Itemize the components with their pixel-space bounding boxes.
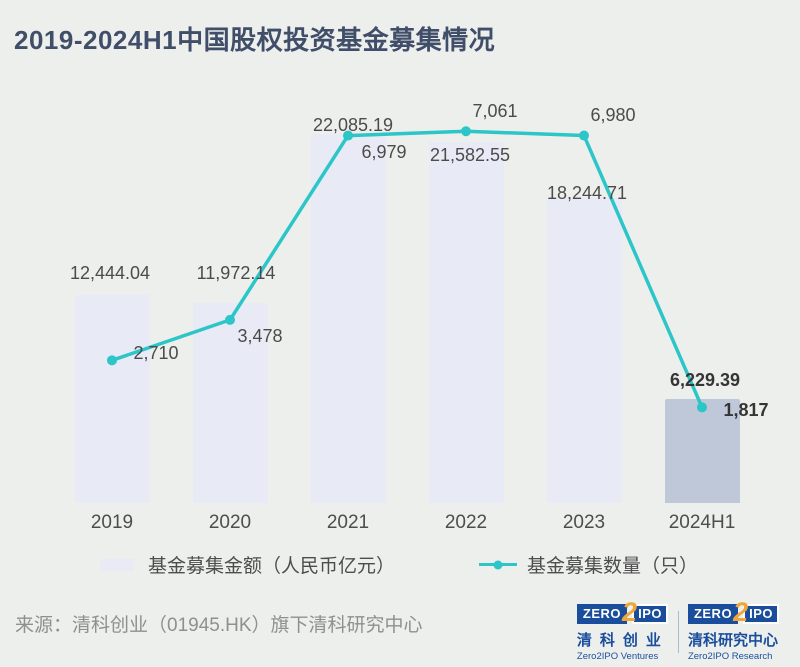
x-tick-2022: 2022 (444, 512, 488, 533)
logo-zero-box: ZERO (576, 604, 628, 624)
bar-2023 (546, 197, 622, 503)
bar-2024H1 (664, 398, 740, 503)
bar-label-2019: 12,444.04 (69, 263, 151, 283)
legend-label-amount: 基金募集金额（人民币亿元） (148, 556, 396, 577)
chart-title: 2019-2024H1中国股权投资基金募集情况 (14, 25, 496, 55)
source-attribution: 来源：清科创业（01945.HK）旗下清科研究中心 (15, 615, 423, 636)
logo-cn-name: 清科研究中心 (687, 632, 778, 649)
logo-en-name: Zero2IPO Research (687, 651, 773, 662)
line-point-2023 (579, 130, 589, 141)
logo-ipo-box: IPO (632, 604, 668, 624)
line-label-2020: 3,478 (237, 326, 283, 346)
x-tick-2021: 2021 (326, 512, 370, 533)
legend-item-count: 基金募集数量（只） (479, 551, 698, 578)
legend-label-count: 基金募集数量（只） (527, 556, 699, 577)
logo-zero2ipo-ventures: ZERO 2 IPO 清科创业 Zero2IPO Ventures (568, 597, 678, 662)
line-label-2023: 6,980 (590, 105, 636, 125)
logo-zero2ipo-research: ZERO 2 IPO 清科研究中心 Zero2IPO Research (679, 597, 788, 662)
line-label-2019: 2,710 (133, 343, 179, 363)
x-tick-2024H1: 2024H1 (668, 512, 736, 533)
line-point-2022 (461, 126, 471, 137)
logo-two-numeral: 2 (622, 597, 638, 627)
legend-item-amount: 基金募集金额（人民币亿元） (100, 551, 395, 578)
logo-ipo-box: IPO (743, 604, 779, 624)
zero2ipo-logo-icon: ZERO 2 IPO (687, 597, 779, 627)
x-tick-2020: 2020 (208, 512, 252, 533)
bar-label-2020: 11,972.14 (196, 263, 276, 283)
bar-label-2023: 18,244.71 (546, 183, 628, 203)
brand-logos: ZERO 2 IPO 清科创业 Zero2IPO Ventures ZERO 2… (568, 597, 788, 662)
line-label-2021: 6,979 (361, 142, 407, 162)
bar-2019 (74, 294, 150, 503)
x-tick-2023: 2023 (562, 512, 606, 533)
x-tick-2019: 2019 (90, 512, 134, 533)
bar-label-2021: 22,085.19 (312, 115, 394, 135)
logo-zero-box: ZERO (687, 604, 739, 624)
bar-label-2024H1: 6,229.39 (669, 370, 741, 390)
line-label-2024H1: 1,817 (723, 400, 769, 420)
logo-two-numeral: 2 (733, 597, 749, 627)
logo-cn-name: 清科创业 (576, 632, 669, 649)
bar-series-swatch (100, 558, 134, 571)
line-label-2022: 7,061 (472, 101, 518, 121)
line-series-swatch (479, 560, 517, 569)
bar-2021 (310, 133, 386, 503)
logo-divider (677, 611, 679, 653)
bar-2022 (428, 142, 504, 503)
zero2ipo-logo-icon: ZERO 2 IPO (576, 597, 668, 627)
logo-en-name: Zero2IPO Ventures (576, 651, 659, 662)
line-marker-icon (493, 560, 503, 569)
bar-label-2022: 21,582.55 (429, 145, 511, 165)
